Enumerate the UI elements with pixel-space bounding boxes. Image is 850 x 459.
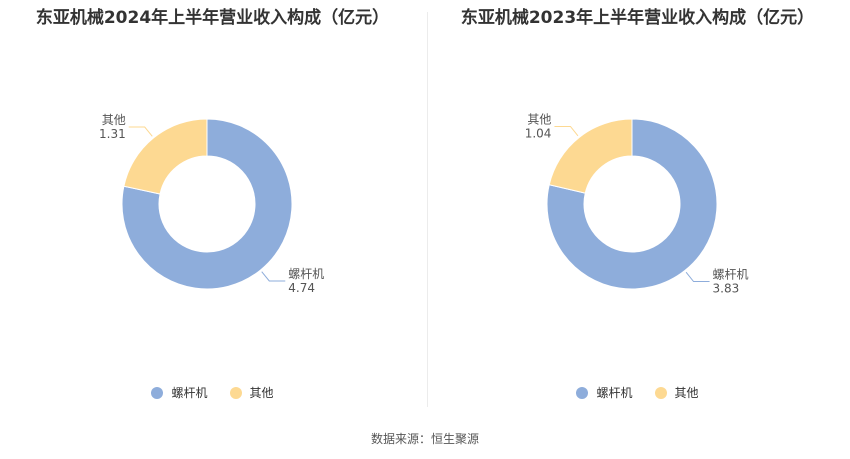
slice-value-screw: 3.83 bbox=[713, 282, 740, 296]
leader-line-screw bbox=[261, 271, 286, 282]
chart-title-2024: 东亚机械2024年上半年营业收入构成（亿元） bbox=[35, 8, 390, 28]
chart-panel-2023: 东亚机械2023年上半年营业收入构成（亿元） 螺杆机 3.83 其他 1.04 螺杆机… bbox=[425, 0, 850, 410]
slice-label-screw: 螺杆机 bbox=[713, 268, 749, 282]
legend-item-other[interactable]: 其他 bbox=[654, 384, 699, 401]
chart-panel-2024: 东亚机械2024年上半年营业收入构成（亿元） 螺杆机 4.74 其他 1.31 螺杆机… bbox=[0, 0, 425, 410]
slice-other[interactable] bbox=[548, 118, 633, 194]
slice-label-screw: 螺杆机 bbox=[288, 267, 324, 281]
data-source: 数据来源：恒生聚源 bbox=[370, 432, 479, 446]
slice-value-other: 1.04 bbox=[525, 126, 552, 140]
legend-item-other[interactable]: 其他 bbox=[229, 384, 274, 401]
legend-dot-other bbox=[654, 386, 667, 399]
legend-dot-screw bbox=[576, 386, 589, 399]
slice-other[interactable] bbox=[123, 118, 208, 195]
legend-label-screw: 螺杆机 bbox=[596, 386, 633, 400]
leader-line-other bbox=[128, 126, 153, 137]
legend-item-screw[interactable]: 螺杆机 bbox=[151, 384, 208, 401]
slice-value-other: 1.31 bbox=[99, 127, 126, 141]
legend-label-other: 其他 bbox=[249, 386, 274, 400]
legend-dot-other bbox=[229, 386, 242, 399]
slice-screw[interactable] bbox=[121, 118, 293, 290]
legend-label-other: 其他 bbox=[674, 386, 699, 400]
legend-dot-screw bbox=[151, 386, 164, 399]
legend-item-screw[interactable]: 螺杆机 bbox=[576, 384, 633, 401]
chart-title-2023: 东亚机械2023年上半年营业收入构成（亿元） bbox=[460, 8, 815, 28]
legend-2023: 螺杆机 其他 bbox=[425, 384, 850, 401]
slice-label-other: 其他 bbox=[527, 112, 551, 126]
slice-value-screw: 4.74 bbox=[288, 281, 315, 295]
legend-2024: 螺杆机 其他 bbox=[0, 384, 425, 401]
slice-screw[interactable] bbox=[546, 118, 718, 290]
legend-label-screw: 螺杆机 bbox=[171, 386, 208, 400]
slice-label-other: 其他 bbox=[102, 113, 126, 127]
leader-line-other bbox=[554, 125, 579, 137]
leader-line-screw bbox=[685, 271, 710, 283]
panel-divider bbox=[427, 12, 428, 407]
